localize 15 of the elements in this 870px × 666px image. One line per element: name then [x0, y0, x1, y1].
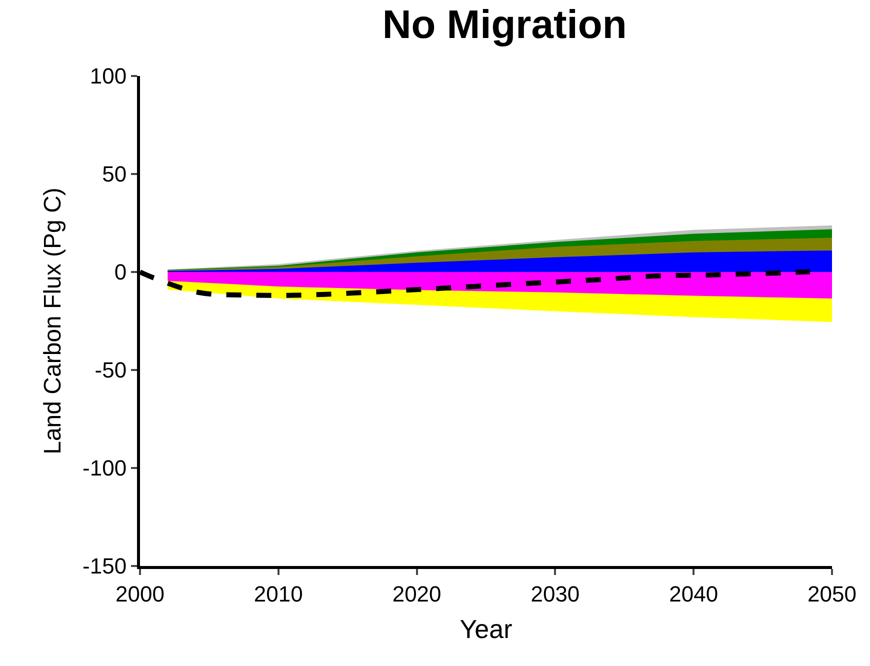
x-tick-label: 2050: [808, 581, 856, 606]
y-tick-label: -150: [82, 554, 127, 579]
x-tick-label: 2000: [116, 581, 164, 606]
y-tick-label: -100: [82, 456, 127, 481]
y-axis-title: Land Carbon Flux (Pg C): [40, 188, 67, 454]
y-tick-label: 0: [114, 260, 127, 285]
x-tick-label: 2010: [254, 581, 303, 606]
x-axis-title: Year: [460, 614, 513, 644]
y-tick-label: -50: [94, 358, 127, 383]
y-tick-label: 50: [102, 162, 127, 187]
x-tick-label: 2030: [530, 581, 580, 606]
y-tick-label: 100: [90, 64, 127, 89]
x-tick-label: 2040: [669, 581, 718, 606]
x-tick-label: 2020: [392, 581, 442, 606]
chart-title: No Migration: [382, 2, 627, 47]
